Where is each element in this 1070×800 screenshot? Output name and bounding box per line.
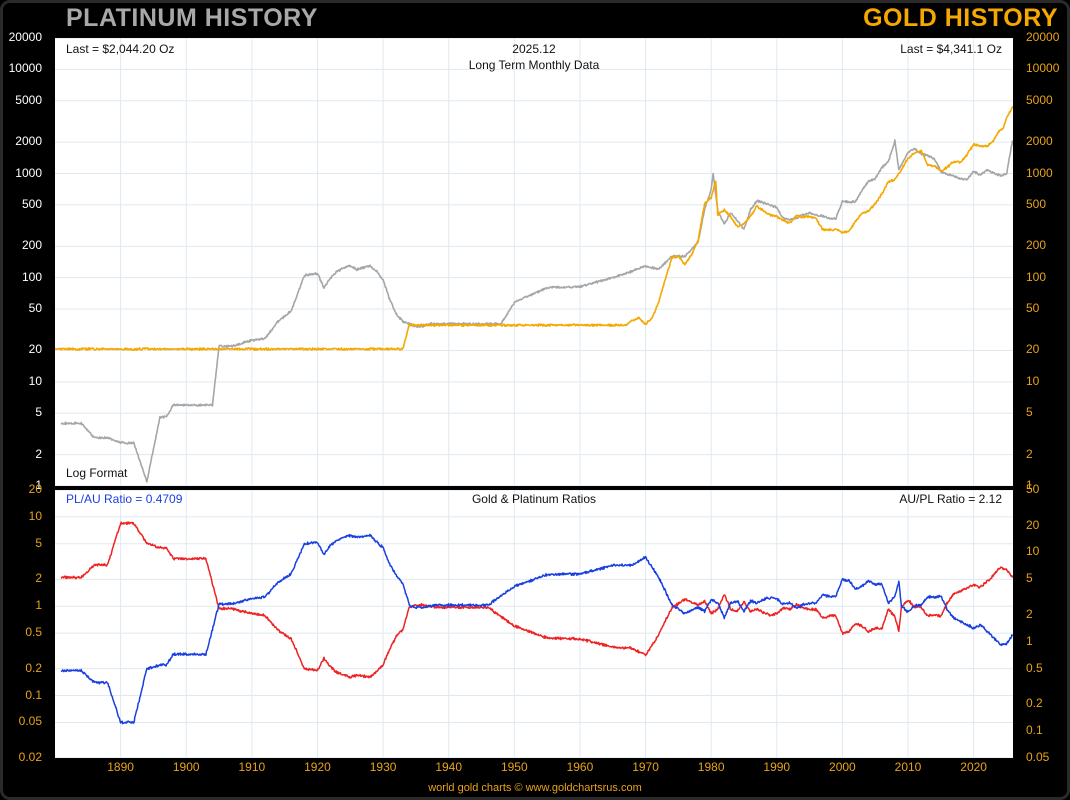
chart-subtitle: Long Term Monthly Data <box>468 58 600 72</box>
axis-tick-label: 2000 <box>1026 134 1053 149</box>
log-format-note: Log Format <box>66 466 128 480</box>
axis-tick-label: 100 <box>21 269 42 284</box>
axis-tick-label: 20 <box>1026 342 1040 357</box>
axis-tick-label: 0.02 <box>18 750 42 764</box>
axis-tick-label: 0.1 <box>1026 723 1043 738</box>
axis-tick-label: 20 <box>28 482 42 496</box>
axis-tick-label: 1000 <box>15 165 42 180</box>
axis-tick-label: 0.05 <box>18 714 42 729</box>
x-axis-tick-label: 2020 <box>960 760 987 774</box>
platinum-last-price: Last = $2,044.20 Oz <box>66 42 175 56</box>
x-axis-tick-label: 1890 <box>107 760 134 774</box>
axis-tick-label: 1 <box>35 478 42 492</box>
gold-history-title: GOLD HISTORY <box>863 4 1058 32</box>
x-axis-tick-label: 1990 <box>763 760 791 774</box>
axis-tick-label: 20000 <box>8 30 42 44</box>
axis-tick-label: 50 <box>28 301 42 316</box>
axis-tick-label: 200 <box>1026 238 1047 253</box>
gold-last-price: Last = $4,341.1 Oz <box>900 42 1002 56</box>
axis-tick-label: 10000 <box>1026 61 1060 76</box>
axis-tick-label: 10 <box>1026 373 1040 388</box>
axis-tick-label: 0.1 <box>25 687 42 702</box>
axis-tick-label: 0.05 <box>1026 750 1050 764</box>
axis-tick-label: 2 <box>1026 606 1033 621</box>
axis-tick-label: 50 <box>1026 301 1040 316</box>
axis-tick-label: 20000 <box>1026 30 1060 44</box>
axis-tick-label: 0.2 <box>1026 696 1043 711</box>
main-chart-right-axis: 1 2 5 10 20 50 100 200 500 1000 2000 5000 10000 20000 <box>1020 31 1070 491</box>
ratio-chart-left-axis: 0.02 0.05 0.1 0.2 0.5 1 2 5 10 20 <box>0 483 48 763</box>
x-axis-tick-label: 1940 <box>435 760 463 774</box>
aupl-ratio-label: AU/PL Ratio = 2.12 <box>899 492 1002 506</box>
price-history-plot[interactable] <box>55 38 1013 486</box>
axis-tick-label: 500 <box>1026 196 1047 211</box>
footer-credit: world gold charts © www.goldchartsrus.co… <box>428 782 642 794</box>
axis-tick-label: 200 <box>21 238 42 253</box>
x-axis-tick-label: 2000 <box>829 760 856 774</box>
x-axis-tick-label: 1960 <box>566 760 594 774</box>
series-line-pl-ratio <box>60 533 1013 725</box>
x-axis-tick-label: 2010 <box>894 760 922 774</box>
axis-tick-label: 5 <box>35 405 42 420</box>
series-line-au-ratio <box>60 521 1013 679</box>
axis-tick-label: 10 <box>28 508 42 523</box>
x-axis-years: 1890 1900 1910 1920 1930 1940 1950 1960 1970 1980… <box>55 760 1013 782</box>
axis-tick-label: 10000 <box>8 61 42 76</box>
x-axis-tick-label: 1970 <box>632 760 659 774</box>
axis-tick-label: 2 <box>35 446 42 461</box>
ratios-plot[interactable] <box>55 490 1013 758</box>
axis-tick-label: 20 <box>1026 517 1040 532</box>
ratio-chart-right-axis: 0.05 0.1 0.2 0.5 1 2 5 10 20 50 <box>1020 483 1070 763</box>
axis-tick-label: 0.2 <box>25 660 42 675</box>
x-axis-tick-label: 1920 <box>304 760 331 774</box>
axis-tick-label: 1 <box>1026 633 1033 648</box>
axis-tick-label: 5 <box>1026 405 1033 420</box>
axis-tick-label: 100 <box>1026 269 1047 284</box>
x-axis-tick-label: 1950 <box>500 760 528 774</box>
axis-tick-label: 1000 <box>1026 165 1053 180</box>
ratios-title: Gold & Platinum Ratios <box>471 492 597 506</box>
x-axis-tick-label: 1900 <box>172 760 200 774</box>
axis-tick-label: 1 <box>1026 478 1033 492</box>
axis-tick-label: 0.5 <box>25 625 42 640</box>
axis-tick-label: 500 <box>21 196 42 211</box>
series-line-platinum <box>60 139 1013 483</box>
x-axis-tick-label: 1930 <box>369 760 397 774</box>
plau-ratio-label: PL/AU Ratio = 0.4709 <box>66 492 183 506</box>
axis-tick-label: 5000 <box>1026 92 1053 107</box>
axis-tick-label: 10 <box>1026 544 1040 559</box>
axis-tick-label: 20 <box>28 342 42 357</box>
axis-tick-label: 0.5 <box>1026 660 1043 675</box>
axis-tick-label: 2000 <box>15 134 42 149</box>
axis-tick-label: 5 <box>35 535 42 550</box>
axis-tick-label: 10 <box>28 373 42 388</box>
main-chart-left-axis: 1 2 5 10 20 50 100 200 500 1000 2000 5000 10000 20000 <box>0 31 48 491</box>
x-axis-tick-label: 1980 <box>697 760 725 774</box>
chart-date: 2025.12 <box>512 42 556 56</box>
axis-tick-label: 5000 <box>15 92 42 107</box>
platinum-history-title: PLATINUM HISTORY <box>66 4 318 32</box>
axis-tick-label: 5 <box>1026 571 1033 586</box>
axis-tick-label: 2 <box>1026 446 1033 461</box>
series-line-gold <box>55 106 1013 351</box>
axis-tick-label: 2 <box>35 571 42 586</box>
axis-tick-label: 50 <box>1026 482 1040 496</box>
x-axis-tick-label: 1910 <box>238 760 266 774</box>
axis-tick-label: 1 <box>35 598 42 613</box>
